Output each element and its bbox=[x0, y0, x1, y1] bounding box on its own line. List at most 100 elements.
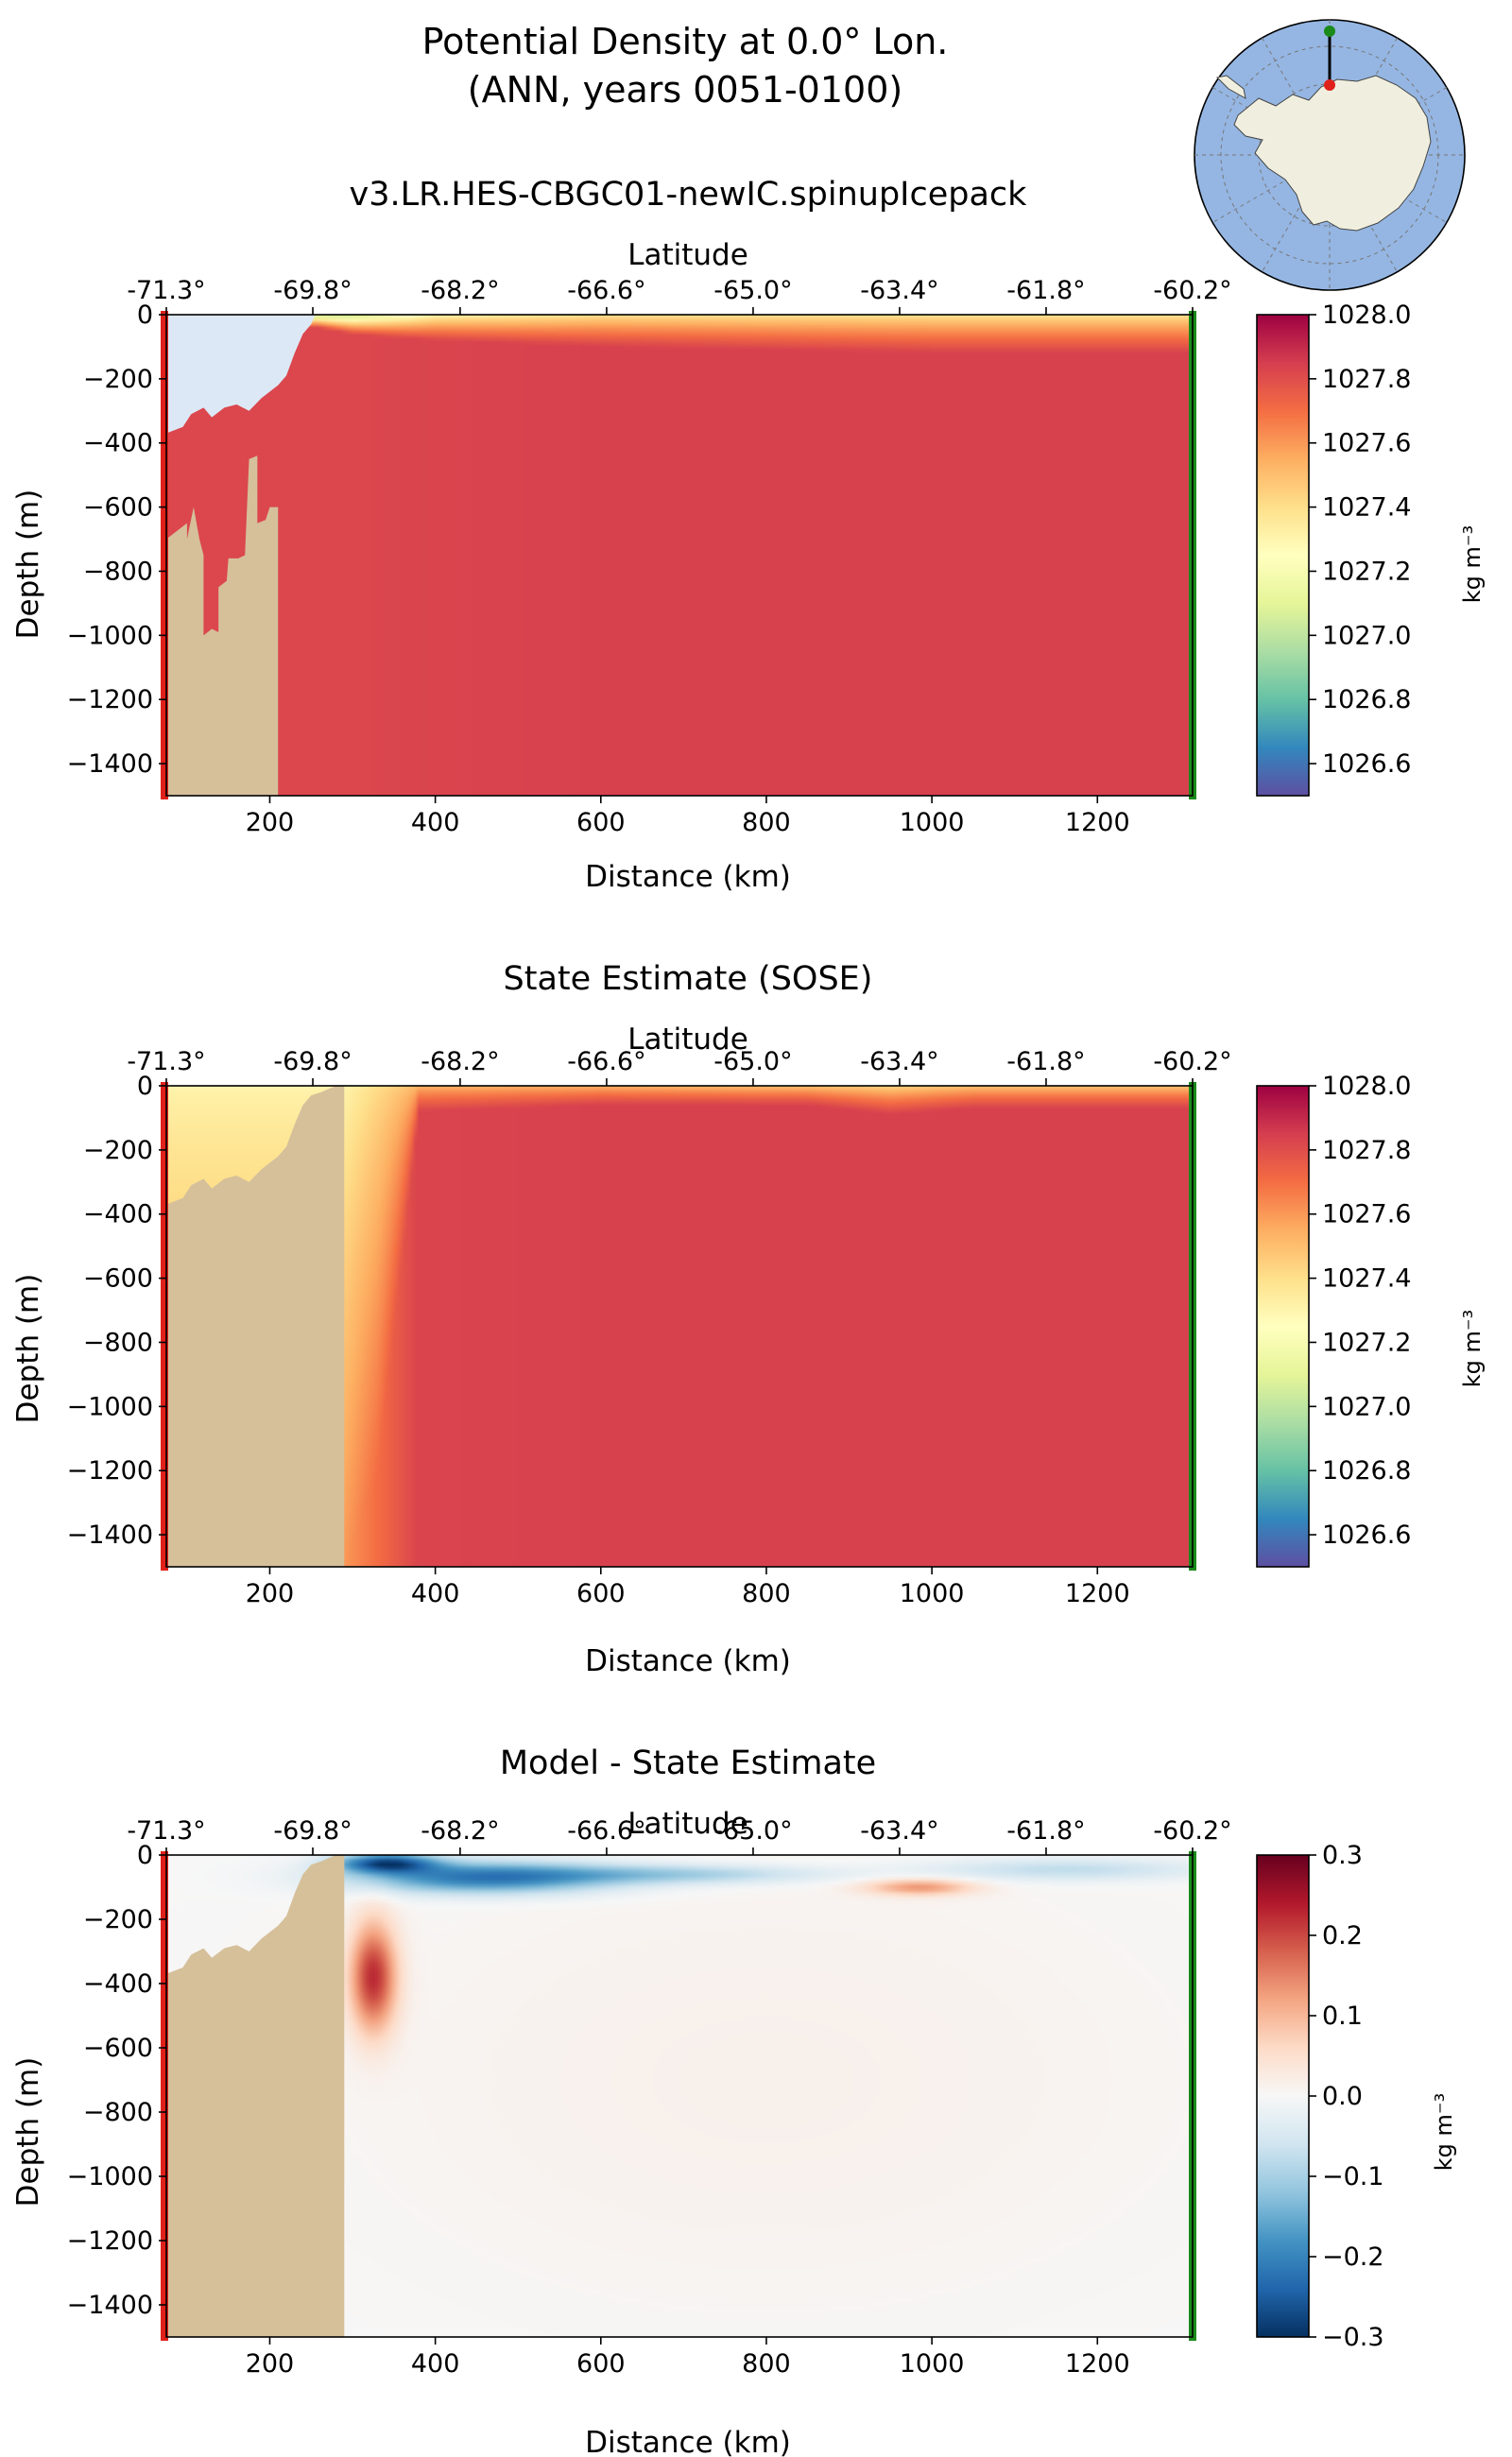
plot-frame bbox=[165, 1854, 1194, 2338]
lat-tick-label: -65.0° bbox=[713, 1047, 792, 1076]
y-tick-label: −1000 bbox=[67, 2162, 153, 2191]
lat-tick-label: -63.4° bbox=[860, 1816, 938, 1846]
y-tick-label: 0 bbox=[137, 301, 153, 330]
lat-tick-label: -66.6° bbox=[567, 1047, 645, 1076]
x-tick-label: 400 bbox=[411, 808, 460, 837]
panel-title: State Estimate (SOSE) bbox=[504, 960, 873, 998]
colorbar-tick-label: 1027.2 bbox=[1322, 557, 1411, 586]
lat-tick-label: -60.2° bbox=[1153, 1816, 1231, 1846]
top-axis-label: Latitude bbox=[627, 1807, 748, 1841]
lat-tick-label: -71.3° bbox=[127, 276, 205, 305]
x-tick-label: 600 bbox=[576, 1579, 626, 1608]
colorbar-tick-label: −0.3 bbox=[1322, 2323, 1384, 2352]
lat-tick-label: -61.8° bbox=[1006, 1816, 1085, 1846]
figure-title-line1: Potential Density at 0.0° Lon. bbox=[422, 21, 949, 62]
y-tick-label: −800 bbox=[83, 2098, 153, 2127]
inset-section-end-point bbox=[1324, 26, 1335, 37]
bathymetry bbox=[166, 1855, 345, 2337]
y-tick-label: −1200 bbox=[67, 1456, 153, 1486]
colorbar-tick-label: 1027.8 bbox=[1322, 1136, 1411, 1165]
colorbar-tick-label: 1026.6 bbox=[1322, 749, 1411, 779]
lat-tick-label: -60.2° bbox=[1153, 276, 1231, 305]
colorbar bbox=[1256, 1085, 1310, 1568]
colorbar-tick-label: 0.2 bbox=[1322, 1921, 1363, 1950]
panel-title: v3.LR.HES-CBGC01-newIC.spinupIcepack bbox=[350, 176, 1028, 214]
x-tick-label: 600 bbox=[576, 2349, 626, 2379]
colorbar-tick-label: −0.2 bbox=[1322, 2242, 1384, 2272]
colorbar-tick-label: 1028.0 bbox=[1322, 1072, 1411, 1101]
y-tick-label: −1000 bbox=[67, 621, 153, 650]
colorbar-tick-label: 1026.8 bbox=[1322, 1456, 1411, 1486]
y-tick-label: −600 bbox=[83, 1264, 153, 1294]
x-tick-label: 200 bbox=[246, 2349, 295, 2379]
y-tick-label: −200 bbox=[83, 1136, 153, 1165]
x-tick-label: 1200 bbox=[1065, 808, 1130, 837]
x-tick-label: 800 bbox=[742, 2349, 791, 2379]
y-tick-label: −400 bbox=[83, 429, 153, 458]
x-tick-label: 400 bbox=[411, 2349, 460, 2379]
lat-tick-label: -71.3° bbox=[127, 1816, 205, 1846]
colorbar bbox=[1256, 314, 1310, 797]
lat-tick-label: -66.6° bbox=[567, 276, 645, 305]
colorbar-tick-label: 0.1 bbox=[1322, 2002, 1363, 2031]
x-tick-label: 1000 bbox=[900, 2349, 965, 2379]
y-tick-label: −1400 bbox=[67, 1521, 153, 1550]
lat-tick-label: -61.8° bbox=[1006, 276, 1085, 305]
section-start-marker bbox=[161, 1082, 168, 1571]
colorbar-tick-label: 1027.4 bbox=[1322, 493, 1411, 523]
colorbar-tick-label: 1027.2 bbox=[1322, 1328, 1411, 1357]
colorbar bbox=[1256, 1854, 1310, 2338]
x-axis-label: Distance (km) bbox=[585, 860, 791, 894]
bathymetry bbox=[166, 455, 318, 796]
y-tick-label: −800 bbox=[83, 557, 153, 586]
lat-tick-label: -66.6° bbox=[567, 1816, 645, 1846]
panel-title: Model - State Estimate bbox=[500, 1744, 876, 1782]
x-axis-label: Distance (km) bbox=[585, 1644, 791, 1678]
colorbar-tick-label: 0.0 bbox=[1322, 2082, 1363, 2111]
x-tick-label: 800 bbox=[742, 808, 791, 837]
x-tick-label: 1000 bbox=[900, 808, 965, 837]
lat-tick-label: -63.4° bbox=[860, 276, 938, 305]
colorbar-label: kg m⁻³ bbox=[1431, 2093, 1457, 2171]
y-tick-label: −1200 bbox=[67, 2226, 153, 2256]
y-axis-label: Depth (m) bbox=[11, 2057, 45, 2208]
lat-tick-label: -60.2° bbox=[1153, 1047, 1231, 1076]
x-tick-label: 200 bbox=[246, 1579, 295, 1608]
y-tick-label: −800 bbox=[83, 1328, 153, 1357]
inset-antarctica bbox=[1215, 75, 1432, 232]
lat-tick-label: -63.4° bbox=[860, 1047, 938, 1076]
y-tick-label: −200 bbox=[83, 1905, 153, 1934]
y-tick-label: −600 bbox=[83, 2034, 153, 2063]
y-tick-label: −200 bbox=[83, 365, 153, 394]
colorbar-tick-label: 1027.4 bbox=[1322, 1264, 1411, 1294]
colorbar-tick-label: 1026.8 bbox=[1322, 685, 1411, 714]
colorbar-tick-label: 1027.0 bbox=[1322, 1392, 1411, 1421]
plot-frame bbox=[165, 314, 1194, 797]
colorbar-tick-label: 1028.0 bbox=[1322, 301, 1411, 330]
top-axis-label: Latitude bbox=[627, 238, 748, 272]
panel-model: v3.LR.HES-CBGC01-newIC.spinupIcepack Lat… bbox=[11, 176, 1486, 894]
plot-frame bbox=[165, 1085, 1194, 1568]
lat-tick-label: -68.2° bbox=[421, 1816, 499, 1846]
x-axis-label: Distance (km) bbox=[585, 2426, 791, 2457]
colorbar-label: kg m⁻³ bbox=[1459, 1310, 1486, 1387]
lat-tick-label: -69.8° bbox=[273, 276, 352, 305]
figure-title-line2: (ANN, years 0051-0100) bbox=[468, 69, 902, 111]
y-tick-label: −400 bbox=[83, 1200, 153, 1229]
x-tick-label: 400 bbox=[411, 1579, 460, 1608]
y-tick-label: −1000 bbox=[67, 1392, 153, 1421]
lat-tick-label: -69.8° bbox=[273, 1816, 352, 1846]
lat-tick-label: -65.0° bbox=[713, 1816, 792, 1846]
y-tick-label: −1400 bbox=[67, 2291, 153, 2320]
colorbar-label: kg m⁻³ bbox=[1459, 525, 1486, 603]
x-tick-label: 800 bbox=[742, 1579, 791, 1608]
x-tick-label: 1000 bbox=[900, 1579, 965, 1608]
panel-difference: Model - State Estimate Latitude Distance… bbox=[11, 1744, 1457, 2457]
panel-state-estimate: State Estimate (SOSE) Latitude Distance … bbox=[11, 960, 1486, 1678]
bathymetry bbox=[166, 1086, 345, 1567]
lat-tick-label: -65.0° bbox=[713, 276, 792, 305]
colorbar-tick-label: 0.3 bbox=[1322, 1841, 1363, 1870]
section-start-marker bbox=[161, 1851, 168, 2341]
colorbar-tick-label: 1027.6 bbox=[1322, 429, 1411, 458]
